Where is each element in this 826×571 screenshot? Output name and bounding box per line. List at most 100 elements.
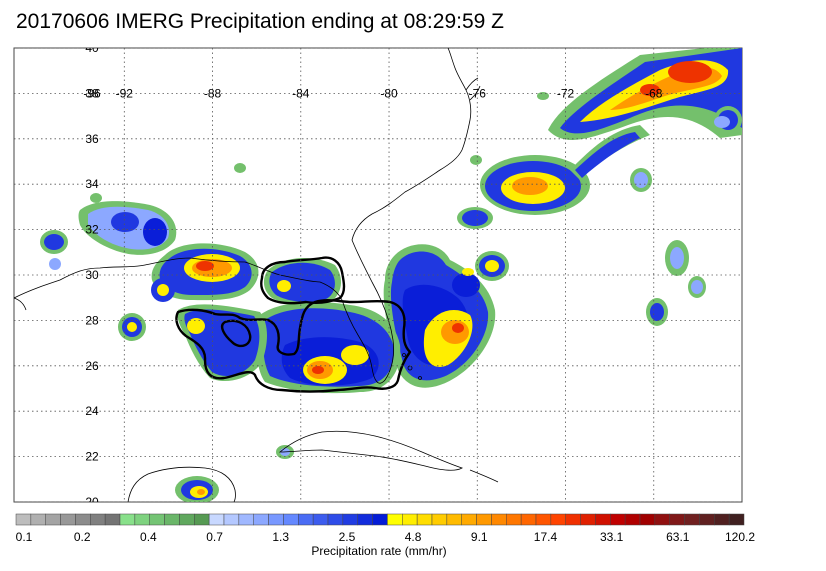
- lon-tick-label: -68: [645, 86, 663, 100]
- bahamas-island-2: [418, 376, 422, 380]
- precip-cell-small-4-blue: [670, 247, 684, 269]
- lat-tick-label: 28: [85, 313, 99, 327]
- lon-tick-label: -88: [204, 86, 222, 100]
- lon-tick-label-overlap: -96: [83, 86, 101, 100]
- contour-panhandle: [260, 256, 346, 305]
- contour-south-florida: [175, 299, 412, 393]
- colorbar-swatch: [208, 513, 225, 526]
- colorbar-tick-label: 9.1: [471, 530, 488, 544]
- lat-tick-label: 20: [85, 495, 99, 509]
- colorbar: [15, 513, 745, 526]
- hispaniola-coast: [469, 469, 499, 483]
- colorbar-swatch: [298, 513, 314, 526]
- precip-cell-bahamas-north: [452, 273, 480, 297]
- precip-complex-louisiana-red: [196, 261, 214, 271]
- plot-area: 20 22 24 26 28 30 32 34 36 38 40 -92 -88 -84 -80 -76 -7…: [14, 41, 742, 509]
- colorbar-swatch: [253, 513, 269, 526]
- colorbar-tick-label: 0.7: [206, 530, 223, 544]
- colorbar-tick-label: 17.4: [534, 530, 558, 544]
- colorbar-swatch: [684, 513, 700, 526]
- colorbar-swatch: [714, 513, 730, 526]
- colorbar-swatch: [60, 513, 76, 526]
- colorbar-tick-label: 2.5: [339, 530, 356, 544]
- colorbar-swatch: [506, 513, 522, 526]
- precip-band-carolinas-tail-blue: [575, 132, 640, 178]
- colorbar-swatch: [728, 513, 745, 526]
- lat-tick-label: 38: [85, 86, 99, 100]
- longitude-labels: -92 -88 -84 -80 -76 -72 -68 -96: [83, 86, 662, 100]
- colorbar-swatch: [669, 513, 685, 526]
- colorbar-swatch: [520, 513, 537, 526]
- mexico-coastline: [127, 466, 236, 502]
- precip-cell-texas-core: [111, 212, 139, 232]
- precip-cell-panhandle-yellow: [277, 280, 291, 292]
- colorbar-swatch: [416, 513, 433, 526]
- precip-complex-texas-deep: [143, 218, 167, 246]
- precip-cell-texas-south-yellow: [127, 322, 137, 332]
- precip-cell-small-9: [234, 163, 246, 173]
- precip-cell-small-7: [470, 155, 482, 165]
- colorbar-swatch: [134, 513, 150, 526]
- colorbar-swatch: [654, 513, 670, 526]
- precip-cell-small-5-blue: [691, 280, 703, 294]
- lat-tick-label: 30: [85, 268, 99, 282]
- precip-cell-tampa-yellow: [341, 345, 369, 365]
- bahamas-island-3: [402, 353, 406, 357]
- lat-tick-label: 40: [85, 41, 99, 55]
- colorbar-swatch: [194, 513, 210, 526]
- colorbar-swatch: [45, 513, 61, 526]
- colorbar-swatch: [223, 513, 240, 526]
- precip-cell-texas-southwest: [49, 258, 61, 270]
- precip-cell-carolinas-orange: [512, 177, 548, 195]
- lon-tick-label: -92: [116, 86, 134, 100]
- lat-tick-label: 24: [85, 404, 99, 418]
- precip-complex-florida-red: [452, 323, 464, 333]
- precip-cell-small-10: [90, 193, 102, 203]
- lat-tick-label: 26: [85, 359, 99, 373]
- colorbar-swatch: [476, 513, 492, 526]
- coastlines: [14, 48, 499, 502]
- colorbar-swatch: [580, 513, 596, 526]
- lat-tick-label: 36: [85, 132, 99, 146]
- precip-cell-small-1-blue: [462, 210, 488, 226]
- colorbar-tick-label: 4.8: [405, 530, 422, 544]
- colorbar-tick-label: 0.2: [74, 530, 91, 544]
- colorbar-swatch: [624, 513, 641, 526]
- colorbar-tick-label: 0.1: [16, 530, 33, 544]
- colorbar-swatch: [342, 513, 358, 526]
- precip-cell-texas-west-blue: [44, 234, 64, 250]
- colorbar-swatch: [149, 513, 165, 526]
- chesapeake-coast: [465, 77, 481, 101]
- map-title: 20170606 IMERG Precipitation ending at 0…: [16, 10, 504, 33]
- colorbar-swatch: [357, 513, 373, 526]
- colorbar-swatch: [283, 513, 299, 526]
- colorbar-swatch: [535, 513, 552, 526]
- colorbar-swatch: [699, 513, 715, 526]
- colorbar-swatch: [119, 513, 136, 526]
- precip-cell-bahamas-north-yellow: [462, 268, 474, 276]
- colorbar-swatch: [372, 513, 388, 526]
- colorbar-swatch: [550, 513, 566, 526]
- precip-cell-small-8: [537, 92, 549, 100]
- colorbar-swatch: [402, 513, 418, 526]
- cuba-coastline: [278, 430, 463, 471]
- precip-cell-yucatan-orange: [197, 489, 205, 495]
- precip-complex-panhandle-blue: [269, 262, 335, 302]
- precip-complex-gulf-central-red: [312, 366, 324, 374]
- colorbar-swatch: [565, 513, 581, 526]
- lon-tick-label: -76: [469, 86, 487, 100]
- colorbar-swatch: [446, 513, 462, 526]
- colorbar-swatch: [610, 513, 626, 526]
- lon-tick-label: -80: [380, 86, 398, 100]
- colorbar-swatch: [179, 513, 195, 526]
- colorbar-swatch: [461, 513, 477, 526]
- precip-cell-small-6-blue: [650, 303, 664, 321]
- colorbar-swatch: [595, 513, 611, 526]
- colorbar-swatch: [75, 513, 91, 526]
- precip-cell-small-3-yellow: [485, 260, 499, 272]
- lon-tick-label: -84: [292, 86, 310, 100]
- colorbar-swatch: [164, 513, 180, 526]
- colorbar-swatch: [30, 513, 46, 526]
- outlook-contours: [175, 256, 412, 393]
